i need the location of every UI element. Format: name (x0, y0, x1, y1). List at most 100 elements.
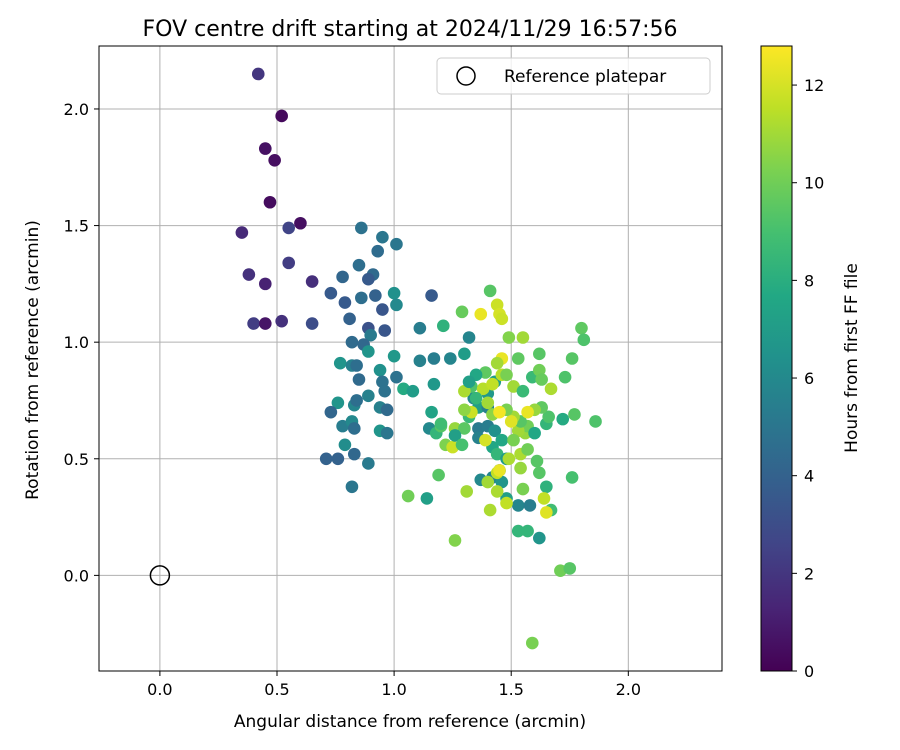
chart-title: FOV centre drift starting at 2024/11/29 … (143, 17, 678, 42)
data-point (380, 426, 394, 440)
data-point (558, 370, 572, 384)
data-point (362, 457, 375, 470)
data-point (338, 296, 352, 309)
y-tick-label: 1.0 (64, 333, 89, 352)
data-point (493, 464, 506, 477)
data-point (462, 331, 476, 344)
data-point (362, 272, 375, 286)
data-point (390, 370, 403, 384)
data-point (275, 314, 288, 328)
legend-box (436, 57, 711, 95)
data-point (352, 258, 366, 272)
data-point (350, 359, 363, 372)
data-point (380, 403, 394, 417)
data-point (533, 531, 546, 545)
data-point (455, 305, 469, 319)
data-point (502, 452, 516, 466)
data-point (460, 485, 474, 498)
data-point (345, 480, 359, 494)
data-point (378, 324, 392, 337)
data-point (469, 391, 483, 405)
data-point (589, 415, 602, 428)
data-point (371, 244, 385, 258)
data-point (235, 226, 249, 239)
data-point (305, 317, 319, 330)
data-point (537, 492, 551, 505)
data-point (448, 429, 462, 442)
data-point (362, 389, 375, 403)
data-point (347, 422, 361, 435)
data-point (577, 333, 591, 347)
data-point (347, 447, 361, 461)
data-point (533, 466, 546, 480)
data-point (490, 356, 504, 370)
legend-label: Reference platepar (504, 67, 666, 87)
data-point (427, 352, 441, 365)
data-point (294, 216, 307, 230)
data-point (481, 396, 495, 410)
data-point (355, 291, 368, 305)
data-point (387, 349, 401, 363)
data-point (350, 394, 363, 407)
data-point (521, 524, 534, 538)
colorbar-tick-label: 10 (804, 174, 824, 193)
data-point (282, 256, 296, 270)
data-point (511, 352, 525, 365)
data-point (495, 475, 509, 489)
data-point (378, 384, 392, 398)
y-axis-label: Rotation from reference (arcmin) (23, 220, 43, 500)
data-point (474, 307, 488, 321)
data-point (563, 562, 577, 575)
data-point (268, 153, 281, 167)
x-tick-label: 2.0 (616, 680, 641, 699)
data-point (516, 331, 530, 344)
data-point (436, 319, 450, 333)
y-tick-label: 2.0 (64, 100, 89, 119)
data-point (413, 321, 427, 335)
data-point (401, 489, 415, 503)
data-point (420, 492, 434, 505)
data-point (516, 384, 530, 398)
data-point (338, 438, 352, 452)
data-point (425, 289, 438, 302)
data-point (500, 368, 513, 382)
data-point (568, 408, 581, 421)
data-point (528, 426, 541, 440)
colorbar-label: Hours from first FF file (842, 263, 862, 453)
data-point (479, 433, 492, 447)
data-point (516, 482, 530, 496)
data-point (263, 195, 277, 209)
data-point (476, 382, 490, 396)
colorbar-gradient (760, 45, 793, 672)
data-point (458, 422, 471, 435)
data-point (575, 321, 588, 335)
data-point (565, 471, 579, 484)
data-point (444, 352, 457, 365)
data-point (258, 277, 272, 291)
data-point (275, 109, 288, 123)
data-point (486, 377, 499, 391)
data-point (525, 636, 539, 650)
data-point (364, 328, 377, 342)
data-point (448, 534, 462, 547)
data-point (376, 303, 389, 316)
data-point (390, 237, 403, 251)
data-point (495, 312, 509, 326)
data-point (427, 377, 441, 391)
data-point (247, 317, 260, 330)
data-point (540, 480, 553, 494)
data-point (462, 375, 476, 389)
y-tick-label: 0.5 (64, 450, 89, 469)
data-point (521, 443, 534, 456)
data-point (251, 67, 265, 81)
data-point (490, 485, 504, 498)
colorbar-tick-label: 2 (804, 564, 814, 583)
legend-marker (456, 66, 476, 86)
data-point (282, 221, 296, 235)
data-point (258, 317, 272, 330)
data-point (355, 221, 368, 235)
data-point (481, 475, 495, 489)
data-point (490, 447, 504, 461)
data-point (483, 503, 497, 517)
data-point (455, 438, 469, 452)
